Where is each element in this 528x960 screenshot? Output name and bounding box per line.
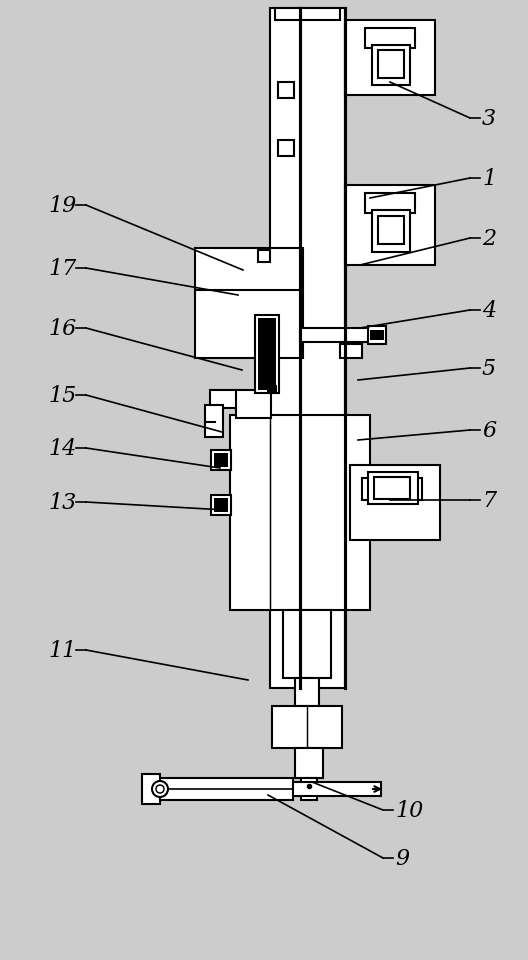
Text: 19: 19 bbox=[48, 195, 76, 217]
Bar bbox=[362, 478, 422, 500]
Circle shape bbox=[156, 785, 164, 793]
Bar bbox=[211, 450, 231, 470]
Text: 9: 9 bbox=[395, 848, 409, 870]
Bar bbox=[301, 778, 317, 800]
Bar bbox=[368, 472, 418, 504]
Circle shape bbox=[152, 781, 168, 797]
Bar bbox=[365, 193, 415, 213]
Bar bbox=[258, 318, 276, 390]
Text: 10: 10 bbox=[395, 800, 423, 822]
Bar bbox=[372, 45, 410, 85]
Bar bbox=[300, 328, 380, 342]
Bar bbox=[148, 778, 293, 800]
Bar bbox=[142, 774, 160, 804]
Bar bbox=[260, 320, 274, 388]
Bar bbox=[205, 405, 223, 437]
Bar bbox=[255, 315, 279, 393]
Text: 3: 3 bbox=[482, 108, 496, 130]
Bar bbox=[283, 610, 331, 678]
Bar bbox=[368, 326, 386, 344]
Text: 16: 16 bbox=[48, 318, 76, 340]
Text: 6: 6 bbox=[482, 420, 496, 442]
Bar bbox=[295, 748, 323, 778]
Bar bbox=[275, 8, 340, 20]
Bar bbox=[236, 390, 271, 418]
Bar bbox=[378, 216, 404, 244]
Bar bbox=[345, 20, 435, 95]
Text: 15: 15 bbox=[48, 385, 76, 407]
Bar bbox=[195, 248, 303, 358]
Bar bbox=[211, 495, 231, 515]
Bar bbox=[210, 390, 240, 408]
Bar bbox=[270, 8, 345, 688]
Bar bbox=[272, 706, 342, 748]
Text: 14: 14 bbox=[48, 438, 76, 460]
Bar bbox=[215, 455, 225, 465]
Text: 4: 4 bbox=[482, 300, 496, 322]
Bar bbox=[278, 140, 294, 156]
Bar bbox=[267, 385, 277, 393]
Bar bbox=[350, 465, 440, 540]
Text: 13: 13 bbox=[48, 492, 76, 514]
Bar bbox=[293, 782, 381, 796]
Bar bbox=[372, 210, 410, 252]
Bar bbox=[214, 453, 228, 467]
Bar bbox=[230, 415, 370, 610]
Bar bbox=[365, 28, 415, 48]
Bar bbox=[214, 498, 228, 512]
Text: 5: 5 bbox=[482, 358, 496, 380]
Text: 17: 17 bbox=[48, 258, 76, 280]
Text: 2: 2 bbox=[482, 228, 496, 250]
Bar bbox=[345, 185, 435, 265]
Bar bbox=[378, 50, 404, 78]
Bar bbox=[278, 82, 294, 98]
Bar bbox=[370, 330, 384, 340]
Bar bbox=[340, 344, 362, 358]
Bar bbox=[295, 678, 319, 706]
Text: 1: 1 bbox=[482, 168, 496, 190]
Bar bbox=[215, 500, 225, 510]
Text: 7: 7 bbox=[482, 490, 496, 512]
Bar bbox=[258, 250, 270, 262]
Text: 11: 11 bbox=[48, 640, 76, 662]
Bar bbox=[374, 477, 410, 499]
